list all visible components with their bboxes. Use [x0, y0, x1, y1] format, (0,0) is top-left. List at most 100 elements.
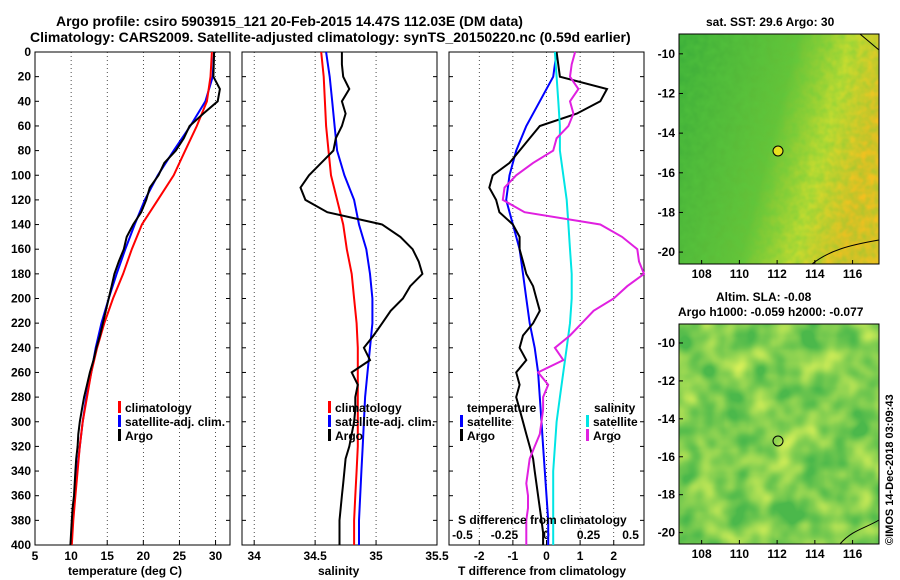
legend-title-salinity: salinity — [594, 401, 636, 415]
x-tick-label: -1 — [508, 549, 519, 563]
x-tick-label: 35 — [369, 549, 383, 563]
depth-tick-label: 20 — [18, 70, 32, 84]
legend-swatch-climatology — [328, 401, 331, 413]
map-x-tick-label: 112 — [767, 547, 787, 561]
legend-swatch-argo — [118, 429, 121, 441]
series-lines — [69, 51, 646, 546]
map-y-tick-label: -16 — [658, 450, 676, 464]
map-y-tick-label: -14 — [658, 412, 676, 426]
depth-tick-label: 360 — [11, 489, 31, 503]
sal-climatology-line — [320, 51, 359, 545]
x-tick-label: 10 — [64, 549, 78, 563]
tdiff-argo-line — [488, 51, 609, 545]
sst-map-ticks: 108 110 112 114 116 -10 -12 -14 -16 -18 -20 — [658, 47, 863, 281]
title-line-1: Argo profile: csiro 5903915_121 20-Feb-2… — [56, 13, 523, 29]
legend-label-argo: Argo — [335, 429, 363, 443]
x-tick-label: 34 — [248, 549, 262, 563]
s-tick-label: -0.5 — [452, 528, 473, 542]
map-y-tick-label: -10 — [658, 47, 676, 61]
temperature-xlabel: temperature (deg C) — [68, 564, 182, 578]
legend-swatch-climatology — [118, 401, 121, 413]
legend-label-argo: Argo — [125, 429, 153, 443]
map-y-tick-label: -20 — [658, 526, 676, 540]
legend-label-t-argo: Argo — [467, 429, 495, 443]
temperature-legend: climatology satellite-adj. clim. Argo — [118, 401, 225, 443]
sal-argo-line — [299, 52, 424, 545]
x-tick-label: -2 — [474, 549, 485, 563]
x-tick-label: 0 — [543, 549, 550, 563]
sla-map-frame — [678, 323, 880, 545]
temp-argo-line — [69, 51, 221, 546]
map-y-tick-label: -16 — [658, 166, 676, 180]
map-x-tick-label: 112 — [767, 267, 787, 281]
salinity-xlabel: salinity — [318, 564, 360, 578]
legend-swatch-satellite — [118, 415, 121, 427]
x-tick-label: 20 — [137, 549, 151, 563]
legend-label-satellite: satellite-adj. clim. — [125, 415, 225, 429]
s-tick-label: -0.25 — [491, 528, 519, 542]
sla-argo-marker — [772, 435, 784, 447]
map-x-tick-label: 110 — [730, 547, 750, 561]
map-y-tick-label: -12 — [658, 374, 676, 388]
sst-map-coastline-top — [859, 33, 880, 51]
legend-label-s-satellite: satellite — [593, 415, 638, 429]
legend-swatch-argo — [328, 429, 331, 441]
legend-label-satellite: satellite-adj. clim. — [335, 415, 435, 429]
depth-tick-label: 120 — [11, 193, 31, 207]
tdiff-satellite-line — [505, 51, 558, 545]
depth-tick-label: 240 — [11, 341, 31, 355]
x-tick-label: 15 — [101, 549, 115, 563]
depth-tick-label: 40 — [18, 94, 32, 108]
sla-map-coastline — [839, 519, 880, 545]
map-x-tick-label: 116 — [843, 267, 863, 281]
map-y-tick-label: -10 — [658, 336, 676, 350]
x-tick-label: 2 — [610, 549, 617, 563]
depth-tick-label: 320 — [11, 439, 31, 453]
depth-tick-label: 80 — [18, 144, 32, 158]
sdiff-argo-line — [501, 51, 646, 545]
legend-label-s-argo: Argo — [593, 429, 621, 443]
x-tick-label: 34.5 — [303, 549, 327, 563]
x-tick-label: 25 — [173, 549, 187, 563]
map-x-tick-label: 114 — [805, 267, 825, 281]
sst-map-title: sat. SST: 29.6 Argo: 30 — [706, 15, 835, 29]
map-x-tick-label: 114 — [805, 547, 825, 561]
x-tick-label: 1 — [577, 549, 584, 563]
sst-map-coastline — [811, 239, 880, 265]
legend-label-t-satellite: satellite — [467, 415, 512, 429]
legend-swatch-s-satellite — [586, 415, 589, 427]
depth-tick-label: 260 — [11, 365, 31, 379]
map-x-tick-label: 116 — [843, 547, 863, 561]
depth-tick-label: 0 — [24, 45, 31, 59]
x-tick-label: 5 — [32, 549, 39, 563]
map-y-tick-label: -18 — [658, 205, 676, 219]
map-x-tick-label: 108 — [692, 267, 712, 281]
legend-swatch-s-argo — [586, 429, 589, 441]
sst-map: 108 110 112 114 116 -10 -12 -14 -16 -18 -20 — [658, 33, 880, 281]
legend-title-temperature: temperature — [467, 401, 537, 415]
depth-tick-label: 180 — [11, 267, 31, 281]
depth-tick-label: 60 — [18, 119, 32, 133]
depth-tick-label: 200 — [11, 292, 31, 306]
legend-swatch-satellite — [328, 415, 331, 427]
legend-swatch-t-argo — [460, 429, 463, 441]
sla-map-title: Altim. SLA: -0.08 — [716, 290, 812, 304]
s-tick-label: 0.5 — [622, 528, 639, 542]
map-y-tick-label: -14 — [658, 126, 676, 140]
temp-climatology-line — [70, 51, 213, 546]
sla-map: 108 110 112 114 116 -10 -12 -14 -16 -18 -20 — [658, 323, 880, 561]
depth-tick-label: 400 — [11, 538, 31, 552]
difference-xlabel: T difference from climatology — [458, 564, 626, 578]
s-tick-label: 0.25 — [577, 528, 601, 542]
depth-tick-label: 100 — [11, 168, 31, 182]
axis-ticks: 0204060801001201401601802002202402602803… — [11, 45, 644, 563]
sla-map-ticks: 108 110 112 114 116 -10 -12 -14 -16 -18 -20 — [658, 336, 863, 561]
map-x-tick-label: 108 — [692, 547, 712, 561]
salinity-legend: climatology satellite-adj. clim. Argo — [328, 401, 435, 443]
depth-tick-label: 280 — [11, 390, 31, 404]
map-y-tick-label: -12 — [658, 86, 676, 100]
s-tick-label: 0 — [543, 528, 550, 542]
depth-tick-label: 140 — [11, 218, 31, 232]
temp-satellite-line — [70, 51, 216, 546]
legend-label-climatology: climatology — [125, 401, 192, 415]
